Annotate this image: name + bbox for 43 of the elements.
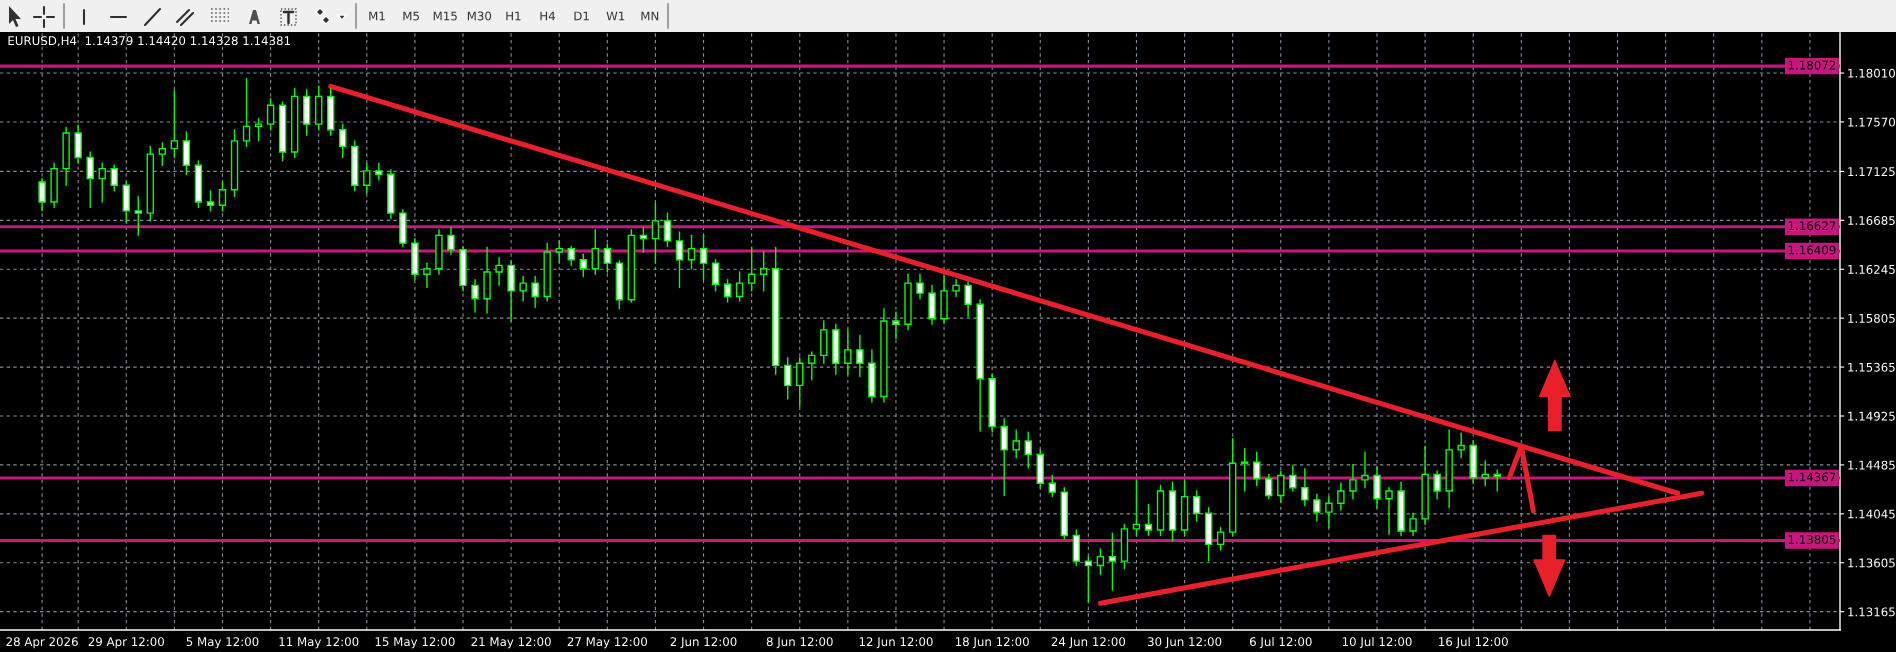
y-tick-label: 1.13165	[1848, 607, 1895, 617]
x-tick-label: 2 Jun 12:00	[670, 637, 737, 649]
x-tick-label: 12 Jun 12:00	[859, 637, 933, 649]
x-tick-label: 16 Jul 12:00	[1439, 636, 1508, 649]
x-tick-label: 24 Jun 12:00	[1051, 637, 1126, 649]
text: D1	[574, 11, 589, 21]
x-tick-label: 11 May 12:00	[279, 637, 359, 649]
x-tick-label: 10 Jul 12:00	[1342, 636, 1412, 649]
x-tick-label: 18 Jun 12:00	[955, 637, 1029, 649]
x-tick-label: 28 Apr 2026	[6, 637, 78, 649]
x-tick-label: 29 Apr 12:00	[88, 637, 164, 649]
text: M5	[403, 11, 419, 21]
text: W1	[606, 11, 625, 21]
y-tick-label: 1.18010	[1848, 68, 1895, 78]
y-tick-label: 1.17125	[1848, 167, 1895, 177]
y-tick-label: 1.13605	[1848, 558, 1895, 568]
chart-title: EURUSD,H4 1.14379 1.14420 1.14328 1.14381	[8, 36, 290, 47]
x-tick-label: 8 Jun 12:00	[766, 637, 833, 649]
ref-line-label: 1.13805	[1788, 535, 1836, 544]
text: M15	[433, 11, 457, 21]
x-tick-label: 6 Jul 12:00	[1249, 636, 1312, 649]
ref-line-label: 1.16409	[1788, 245, 1836, 255]
x-tick-label: 15 May 12:00	[375, 637, 455, 649]
y-tick-label: 1.16685	[1848, 216, 1895, 225]
x-tick-label: 30 Jun 12:00	[1147, 637, 1222, 649]
y-tick-label: 1.14925	[1848, 411, 1895, 421]
text: H1	[506, 11, 521, 21]
x-tick-label: 27 May 12:00	[567, 637, 648, 649]
y-tick-label: 1.15805	[1848, 313, 1895, 323]
ref-line-label: 1.18072	[1788, 60, 1836, 70]
y-tick-label: 1.14045	[1848, 509, 1895, 519]
text: M30	[467, 11, 492, 21]
y-tick-label: 1.14485	[1848, 460, 1895, 470]
x-tick-label: 5 May 12:00	[186, 637, 259, 649]
ref-line-label: 1.14367	[1788, 472, 1836, 482]
text: MN	[641, 11, 659, 21]
ref-line-label: 1.16627	[1788, 221, 1836, 231]
text: M1	[369, 11, 385, 21]
text: H4	[540, 11, 556, 21]
y-tick-label: 1.15365	[1848, 362, 1895, 372]
y-tick-label: 1.17570	[1848, 117, 1895, 127]
x-tick-label: 21 May 12:00	[471, 637, 551, 649]
y-tick-label: 1.16245	[1848, 264, 1895, 274]
